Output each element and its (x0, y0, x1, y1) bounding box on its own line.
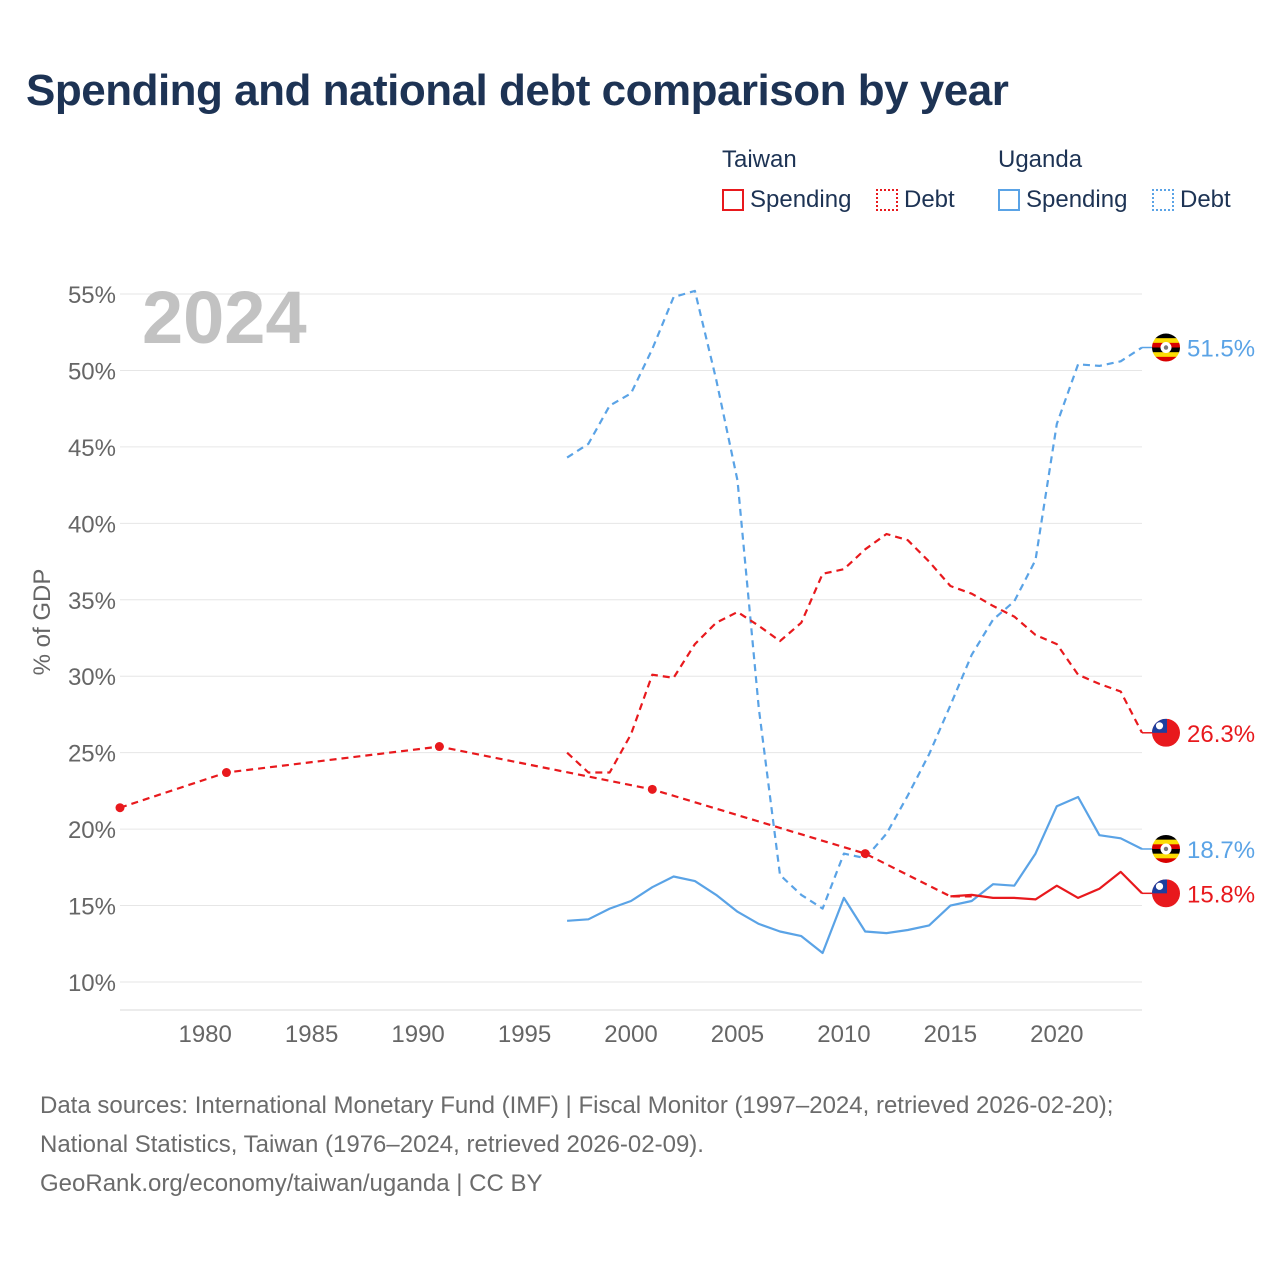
end-label-uganda: 18.7% (1142, 834, 1255, 864)
legend-item-taiwan-debt[interactable]: Debt (876, 186, 955, 214)
x-tick-label: 2005 (711, 1021, 764, 1048)
data-point-marker[interactable] (434, 742, 444, 752)
legend-label: Spending (750, 186, 852, 213)
series-line-taiwan-spending[interactable] (950, 870, 1143, 901)
legend-label: Debt (904, 186, 955, 213)
end-value-label: 15.8% (1187, 881, 1255, 908)
source-line-3: GeoRank.org/economy/taiwan/uganda | CC B… (40, 1170, 543, 1197)
x-tick-label: 1980 (178, 1021, 231, 1048)
y-tick-label: 50% (68, 358, 116, 385)
end-value-label: 18.7% (1187, 837, 1255, 864)
taiwan-flag-icon (1152, 718, 1180, 747)
data-sources: Data sources: International Monetary Fun… (40, 1086, 1113, 1203)
uganda-flag-icon (1152, 333, 1180, 362)
source-line-2: National Statistics, Taiwan (1976–2024, … (40, 1131, 704, 1158)
y-tick-label: 20% (68, 817, 116, 844)
end-label-taiwan: 15.8% (1142, 879, 1255, 908)
data-point-marker[interactable] (221, 768, 231, 778)
x-tick-label: 1990 (391, 1021, 444, 1048)
series-line-taiwan-debt-national-statistics[interactable] (119, 745, 972, 898)
taiwan-flag-icon (1152, 879, 1180, 908)
solid-swatch-icon (998, 189, 1020, 211)
data-point-marker[interactable] (115, 803, 125, 813)
y-tick-label: 45% (68, 435, 116, 462)
legend-item-uganda-debt[interactable]: Debt (1152, 186, 1231, 214)
y-tick-label: 40% (68, 511, 116, 538)
y-axis-label: % of GDP (29, 569, 56, 676)
y-tick-label: 15% (68, 894, 116, 921)
chart-plot: 10% 15% 20% 25% 30% 35% 40% 45% 50% 55% 1980 1985 1… (29, 276, 1255, 1048)
legend-item-taiwan-spending[interactable]: Spending (722, 186, 851, 214)
source-line-1: Data sources: International Monetary Fun… (40, 1092, 1114, 1119)
x-tick-label: 2015 (924, 1021, 977, 1048)
data-point-marker[interactable] (647, 784, 657, 794)
legend-item-uganda-spending[interactable]: Spending (998, 186, 1127, 214)
legend-label: Debt (1180, 186, 1231, 213)
chart-title: Spending and national debt comparison by… (26, 66, 1009, 115)
y-tick-label: 10% (68, 970, 116, 997)
x-tick-label: 2010 (817, 1021, 870, 1048)
legend-group-taiwan: Taiwan (722, 146, 797, 173)
x-tick-label: 2000 (604, 1021, 657, 1048)
end-value-label: 51.5% (1187, 336, 1255, 363)
y-tick-label: 55% (68, 282, 116, 309)
series-line-taiwan-debt[interactable] (566, 532, 1143, 774)
legend-group-uganda: Uganda (998, 146, 1083, 173)
y-tick-label: 35% (68, 588, 116, 615)
data-point-marker[interactable] (860, 849, 870, 859)
dotted-swatch-icon (876, 189, 898, 211)
legend-label: Spending (1026, 186, 1128, 213)
x-tick-label: 2020 (1030, 1021, 1083, 1048)
solid-swatch-icon (722, 189, 744, 211)
end-label-uganda: 51.5% (1142, 333, 1255, 363)
end-value-label: 26.3% (1187, 721, 1255, 748)
y-tick-label: 25% (68, 741, 116, 768)
x-tick-label: 1995 (498, 1021, 551, 1048)
x-tick-label: 1985 (285, 1021, 338, 1048)
year-watermark: 2024 (142, 276, 307, 359)
y-tick-label: 30% (68, 664, 116, 691)
end-label-taiwan: 26.3% (1142, 718, 1255, 748)
dotted-swatch-icon (1152, 189, 1174, 211)
series-line-uganda-debt[interactable] (566, 289, 1143, 910)
series-line-uganda-spending[interactable] (567, 795, 1143, 955)
uganda-flag-icon (1152, 834, 1180, 863)
